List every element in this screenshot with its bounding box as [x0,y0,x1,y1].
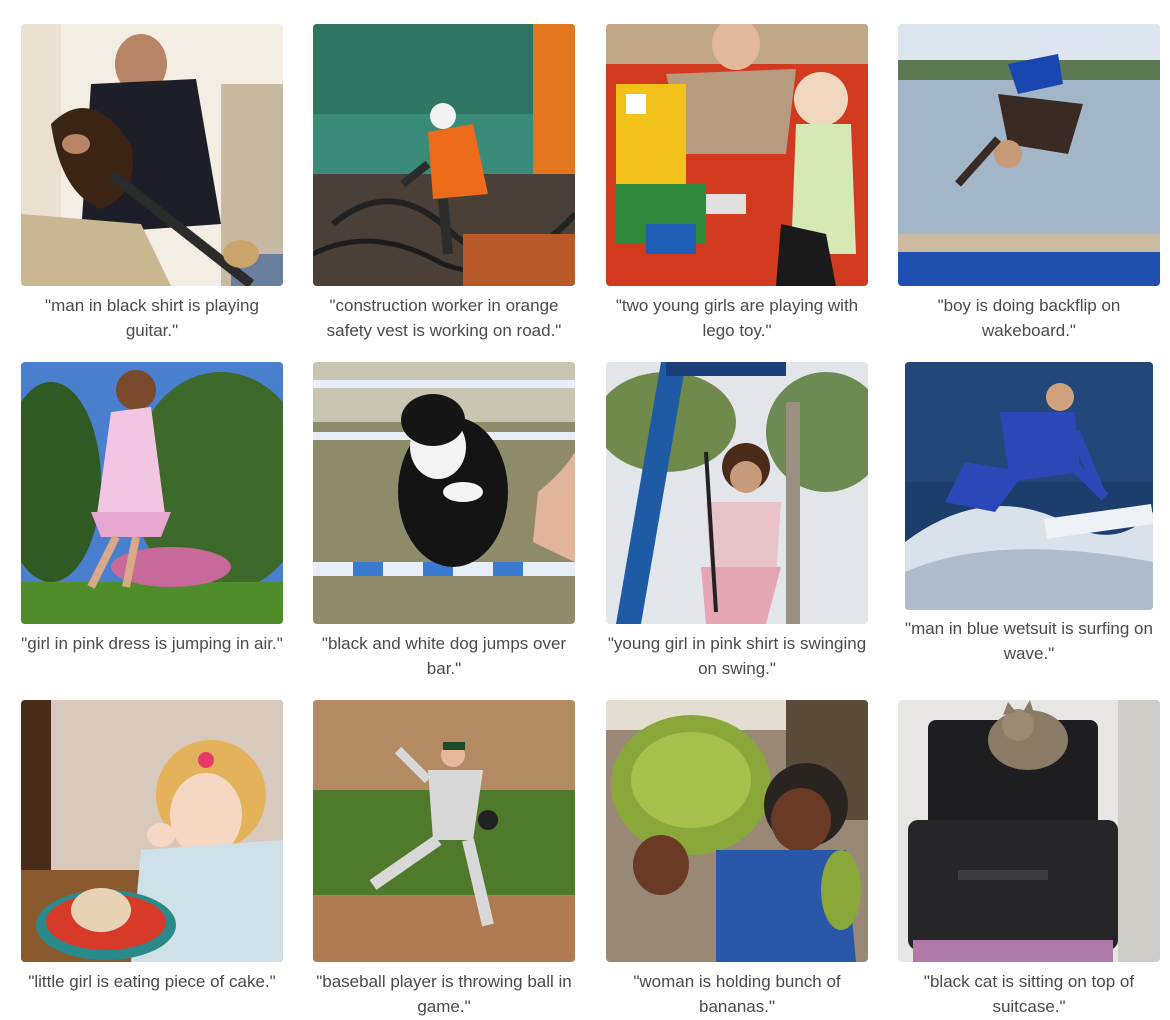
caption-text: "little girl is eating piece of cake." [28,972,276,991]
girl-cake-photo[interactable] [21,700,283,962]
baseball-pitcher-photo[interactable] [313,700,575,962]
caption-text: "girl in pink dress is jumping in air." [21,634,283,653]
construction-worker-photo[interactable] [313,24,575,286]
gallery-item-11[interactable]: "woman is holding bunch of bananas." [591,700,883,1019]
caption-text: "two young girls are playing with lego t… [615,296,859,340]
cat-suitcase-photo[interactable] [898,700,1160,962]
dog-jumping-photo[interactable] [313,362,575,624]
caption-text: "black and white dog jumps over bar." [321,634,567,678]
caption-text: "construction worker in orange safety ve… [326,296,562,340]
gallery-item-2[interactable]: "construction worker in orange safety ve… [298,24,590,343]
gallery-item-3[interactable]: "two young girls are playing with lego t… [591,24,883,343]
girl-swing-photo[interactable] [606,362,868,624]
woman-bananas-photo[interactable] [606,700,868,962]
gallery-item-5[interactable]: "girl in pink dress is jumping in air." [6,362,298,656]
gallery-item-4[interactable]: "boy is doing backflip on wakeboard." [883,24,1170,343]
gallery-item-6[interactable]: "black and white dog jumps over bar." [298,362,590,681]
caption-text: "man in black shirt is playing guitar." [45,296,259,340]
caption-text: "boy is doing backflip on wakeboard." [937,296,1121,340]
boy-backflip-photo[interactable] [898,24,1160,286]
surfer-photo[interactable] [905,362,1153,610]
caption-text: "baseball player is throwing ball in gam… [316,972,572,1016]
gallery-item-10[interactable]: "baseball player is throwing ball in gam… [298,700,590,1019]
gallery-item-7[interactable]: "young girl in pink shirt is swinging on… [591,362,883,681]
caption-text: "black cat is sitting on top of suitcase… [923,972,1135,1016]
caption-text: "man in blue wetsuit is surfing on wave.… [905,619,1153,663]
girls-lego-photo[interactable] [606,24,868,286]
girl-jumping-photo[interactable] [21,362,283,624]
caption-text: "woman is holding bunch of bananas." [633,972,841,1016]
gallery-item-9[interactable]: "little girl is eating piece of cake." [6,700,298,994]
caption-text: "young girl in pink shirt is swinging on… [607,634,867,678]
gallery-item-12[interactable]: "black cat is sitting on top of suitcase… [883,700,1170,1019]
man-guitar-photo[interactable] [21,24,283,286]
gallery-item-8[interactable]: "man in blue wetsuit is surfing on wave.… [883,362,1170,666]
gallery-item-1[interactable]: "man in black shirt is playing guitar." [6,24,298,343]
